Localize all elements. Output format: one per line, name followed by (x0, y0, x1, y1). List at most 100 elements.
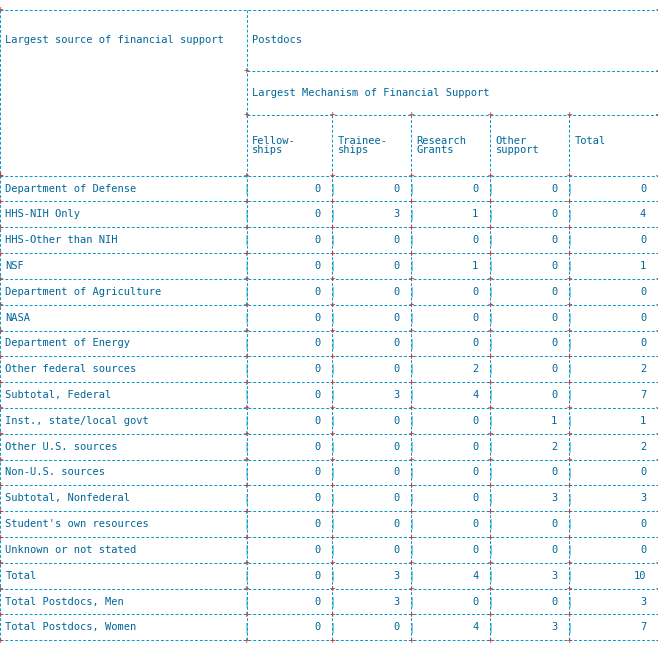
Text: 0: 0 (472, 235, 478, 245)
Text: |: | (655, 441, 658, 452)
Text: Fellow-: Fellow- (252, 135, 295, 146)
Text: 0: 0 (315, 209, 320, 219)
Text: 2: 2 (640, 441, 646, 452)
Text: 4: 4 (472, 571, 478, 580)
Text: 0: 0 (315, 339, 320, 348)
Text: 0: 0 (551, 235, 557, 245)
Text: 0: 0 (472, 493, 478, 503)
Text: Non-U.S. sources: Non-U.S. sources (5, 467, 105, 478)
Text: +: + (655, 636, 658, 645)
Text: +: + (244, 429, 249, 438)
Text: +: + (330, 481, 335, 490)
Text: +: + (244, 481, 249, 490)
Text: |: | (408, 415, 415, 426)
Text: +: + (0, 558, 3, 567)
Text: |: | (329, 545, 336, 555)
Text: 0: 0 (472, 441, 478, 452)
Text: 0: 0 (315, 261, 320, 271)
Text: 0: 0 (393, 467, 399, 478)
Text: +: + (330, 404, 335, 413)
Text: |: | (566, 235, 572, 246)
Text: +: + (330, 352, 335, 361)
Text: +: + (488, 300, 493, 309)
Text: 0: 0 (551, 545, 557, 555)
Text: Other federal sources: Other federal sources (5, 364, 136, 374)
Text: 0: 0 (472, 519, 478, 529)
Text: |: | (655, 287, 658, 297)
Text: +: + (409, 404, 414, 413)
Text: Largest source of financial support: Largest source of financial support (5, 35, 224, 46)
Text: +: + (409, 507, 414, 515)
Text: +: + (567, 429, 572, 438)
Text: +: + (330, 171, 335, 180)
Text: |: | (329, 390, 336, 400)
Text: +: + (409, 584, 414, 593)
Text: |: | (243, 545, 250, 555)
Text: |: | (408, 287, 415, 297)
Text: |: | (243, 390, 250, 400)
Text: |: | (566, 493, 572, 504)
Text: 0: 0 (551, 597, 557, 606)
Text: +: + (488, 558, 493, 567)
Text: +: + (330, 507, 335, 515)
Text: 0: 0 (640, 183, 646, 194)
Text: +: + (244, 636, 249, 645)
Text: +: + (488, 378, 493, 387)
Text: +: + (330, 223, 335, 232)
Text: 0: 0 (393, 183, 399, 194)
Text: +: + (488, 404, 493, 413)
Text: |: | (408, 493, 415, 504)
Text: +: + (409, 429, 414, 438)
Text: 0: 0 (640, 467, 646, 478)
Text: |: | (329, 261, 336, 271)
Text: 0: 0 (472, 416, 478, 426)
Text: |: | (329, 364, 336, 374)
Text: +: + (488, 274, 493, 283)
Text: |: | (566, 622, 572, 632)
Text: +: + (567, 326, 572, 335)
Text: |: | (655, 622, 658, 632)
Text: Student's own resources: Student's own resources (5, 519, 149, 529)
Text: |: | (243, 235, 250, 246)
Text: Grants: Grants (417, 145, 454, 155)
Text: Subtotal, Federal: Subtotal, Federal (5, 390, 111, 400)
Text: |: | (408, 622, 415, 632)
Text: +: + (488, 429, 493, 438)
Text: +: + (244, 223, 249, 232)
Text: 0: 0 (551, 261, 557, 271)
Text: +: + (244, 610, 249, 619)
Text: 0: 0 (551, 364, 557, 374)
Text: +: + (655, 66, 658, 75)
Text: 0: 0 (393, 622, 399, 632)
Text: |: | (655, 313, 658, 323)
Text: Research: Research (417, 135, 467, 146)
Text: +: + (567, 171, 572, 180)
Text: |: | (487, 313, 494, 323)
Text: |: | (566, 441, 572, 452)
Text: 0: 0 (551, 313, 557, 322)
Text: +: + (655, 171, 658, 180)
Text: |: | (329, 622, 336, 632)
Text: |: | (329, 235, 336, 246)
Text: +: + (0, 378, 3, 387)
Text: 0: 0 (551, 183, 557, 194)
Text: +: + (0, 429, 3, 438)
Text: 4: 4 (472, 390, 478, 400)
Text: +: + (567, 274, 572, 283)
Text: +: + (567, 378, 572, 387)
Text: 1: 1 (640, 416, 646, 426)
Text: 0: 0 (640, 287, 646, 297)
Text: |: | (487, 209, 494, 220)
Text: |: | (566, 209, 572, 220)
Text: 0: 0 (551, 287, 557, 297)
Text: |: | (566, 313, 572, 323)
Text: 0: 0 (315, 597, 320, 606)
Text: HHS-NIH Only: HHS-NIH Only (5, 209, 80, 219)
Text: +: + (330, 610, 335, 619)
Text: NSF: NSF (5, 261, 24, 271)
Text: |: | (655, 519, 658, 529)
Text: 0: 0 (315, 622, 320, 632)
Text: +: + (567, 197, 572, 206)
Text: 10: 10 (634, 571, 646, 580)
Text: |: | (487, 338, 494, 348)
